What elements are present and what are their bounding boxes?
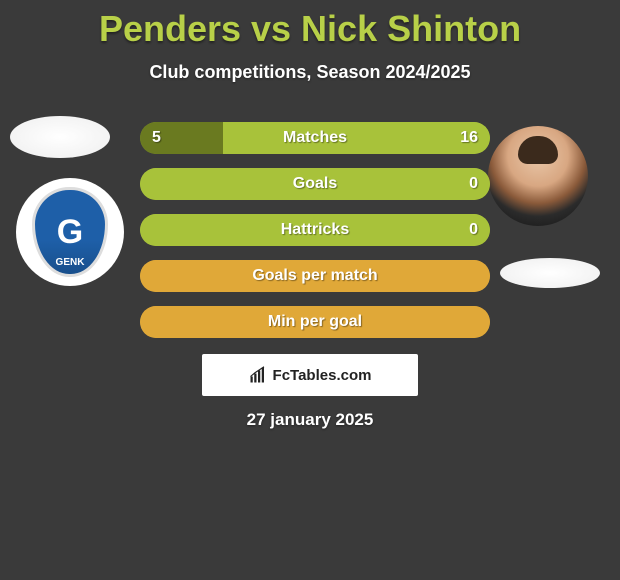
genk-label: GENK	[56, 257, 85, 268]
snapshot-date: 27 january 2025	[0, 410, 620, 430]
stat-bar: 0Goals	[140, 168, 490, 200]
stat-bar: Min per goal	[140, 306, 490, 338]
genk-shield-icon: G GENK	[32, 187, 108, 277]
bar-label: Goals	[140, 168, 490, 200]
subtitle: Club competitions, Season 2024/2025	[0, 62, 620, 83]
player-photo-right	[488, 126, 588, 226]
club-badge-left: G GENK	[16, 178, 124, 286]
page-title: Penders vs Nick Shinton	[0, 0, 620, 50]
bar-label: Min per goal	[140, 306, 490, 338]
fctables-text: FcTables.com	[273, 367, 372, 384]
bar-label: Goals per match	[140, 260, 490, 292]
stat-bar: 516Matches	[140, 122, 490, 154]
player-photo-left-placeholder	[10, 116, 110, 158]
stat-bar: 0Hattricks	[140, 214, 490, 246]
bar-label: Hattricks	[140, 214, 490, 246]
bar-label: Matches	[140, 122, 490, 154]
club-badge-right-placeholder	[500, 258, 600, 288]
fctables-watermark: FcTables.com	[202, 354, 418, 396]
genk-initial: G	[57, 213, 83, 252]
comparison-bars: 516Matches 0Goals 0Hattricks Goals per matc…	[140, 122, 490, 352]
stat-bar: Goals per match	[140, 260, 490, 292]
bars-chart-icon	[249, 366, 267, 384]
